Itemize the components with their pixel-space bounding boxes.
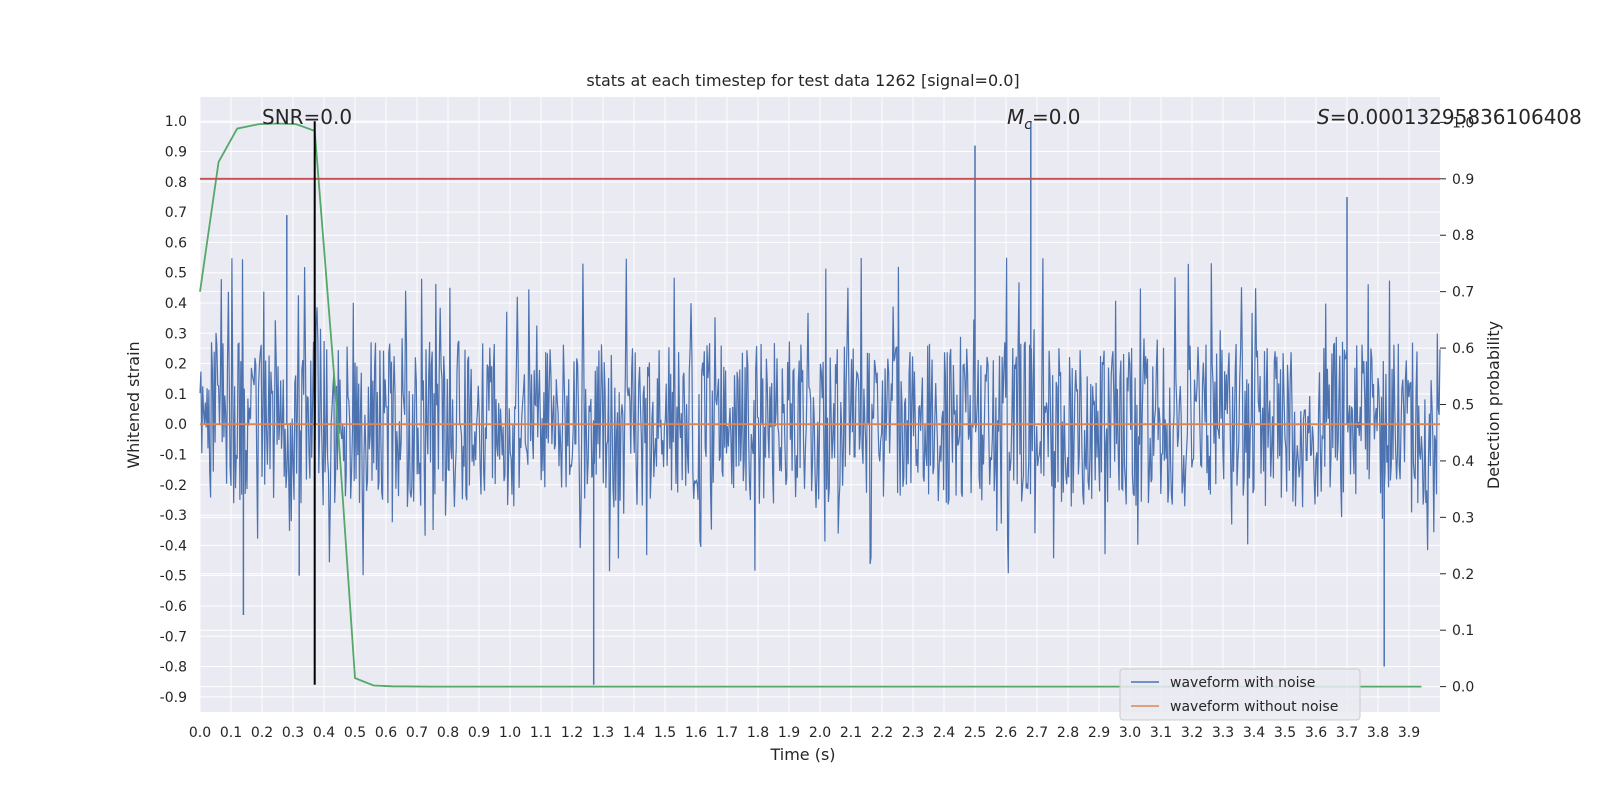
series-waveform-with-noise xyxy=(199,257,1441,576)
x-tick-label: 2.3 xyxy=(902,725,924,741)
x-tick-label: 0.9 xyxy=(468,725,490,741)
y2-tick-label: 0.8 xyxy=(1452,228,1474,244)
y-tick-label: -0.3 xyxy=(160,508,187,524)
y2-tick-label: 0.1 xyxy=(1452,623,1474,639)
x-axis-label: Time (s) xyxy=(769,745,835,764)
x-tick-label: 1.9 xyxy=(778,725,800,741)
x-tick-label: 1.2 xyxy=(561,725,583,741)
x-tick-label: 3.7 xyxy=(1336,725,1358,741)
y2-tick-label: 0.5 xyxy=(1452,398,1474,414)
x-tick-label: 3.0 xyxy=(1119,725,1141,741)
y-tick-label: 1.0 xyxy=(165,114,187,130)
y-tick-label: 0.8 xyxy=(165,175,187,191)
y-tick-label: -0.6 xyxy=(160,599,187,615)
x-tick-label: 2.8 xyxy=(1057,725,1079,741)
x-tick-label: 2.0 xyxy=(809,725,831,741)
y-tick-label: 0.9 xyxy=(165,145,187,161)
y-tick-label: -0.5 xyxy=(160,569,187,585)
legend-frame xyxy=(1119,668,1361,721)
x-tick-label: 3.3 xyxy=(1212,725,1234,741)
ticks: 0.0 0.1 0.2 0.3 0.4 0.5 0.6 0.7 0.8 0.9 1.0 1.1 1.2 1… xyxy=(160,114,1475,741)
y-tick-label: 0.5 xyxy=(165,266,187,282)
x-tick-label: 0.4 xyxy=(313,725,335,741)
y2-tick-label: 1.0 xyxy=(1452,115,1474,131)
x-tick-label: 2.9 xyxy=(1088,725,1110,741)
x-tick-label: 1.1 xyxy=(530,725,552,741)
x-tick-label: 2.7 xyxy=(1026,725,1048,741)
y2-tick-label: 0.0 xyxy=(1452,680,1474,696)
x-tick-label: 0.0 xyxy=(189,725,211,741)
y-tick-label: 0.1 xyxy=(165,387,187,403)
series-layer xyxy=(199,121,1441,688)
x-tick-label: 3.8 xyxy=(1367,725,1389,741)
x-tick-label: 0.1 xyxy=(220,725,242,741)
legend: waveform with noise waveform without noi… xyxy=(1119,668,1361,721)
s-annotation: S=0.00013295836106408 xyxy=(1317,105,1582,129)
x-tick-label: 0.3 xyxy=(282,725,304,741)
y-tick-label: 0.3 xyxy=(165,326,187,342)
x-tick-label: 0.5 xyxy=(344,725,366,741)
y-tick-label: -0.4 xyxy=(160,538,187,554)
x-tick-label: 1.4 xyxy=(623,725,645,741)
x-tick-label: 1.3 xyxy=(592,725,614,741)
x-tick-label: 2.2 xyxy=(871,725,893,741)
y-tick-label: -0.8 xyxy=(160,660,187,676)
y2-tick-label: 0.7 xyxy=(1452,285,1474,301)
y2-tick-label: 0.4 xyxy=(1452,454,1474,470)
chart-title: stats at each timestep for test data 126… xyxy=(586,71,1019,90)
x-tick-label: 1.8 xyxy=(747,725,769,741)
y-tick-label: 0.6 xyxy=(165,235,187,251)
mc-symbol: M xyxy=(1007,105,1024,129)
x-tick-label: 0.2 xyxy=(251,725,273,741)
mc-value: =0.0 xyxy=(1032,105,1081,129)
x-tick-label: 2.5 xyxy=(964,725,986,741)
y2-tick-label: 0.3 xyxy=(1452,510,1474,526)
x-tick-label: 0.7 xyxy=(406,725,428,741)
legend-label-noise: waveform with noise xyxy=(1170,675,1315,691)
y-tick-label: 0.2 xyxy=(165,357,187,373)
mc-subscript: c xyxy=(1024,117,1032,133)
y-tick-label: 0.4 xyxy=(165,296,187,312)
x-tick-label: 3.5 xyxy=(1274,725,1296,741)
x-tick-label: 2.6 xyxy=(995,725,1017,741)
x-tick-label: 3.4 xyxy=(1243,725,1265,741)
y2-tick-label: 0.9 xyxy=(1452,172,1474,188)
y-tick-label: -0.1 xyxy=(160,447,187,463)
x-tick-label: 3.6 xyxy=(1305,725,1327,741)
snr-annotation: SNR=0.0 xyxy=(262,105,352,129)
y-tick-label: -0.7 xyxy=(160,629,187,645)
s-value: =0.00013295836106408 xyxy=(1330,105,1582,129)
x-tick-label: 3.2 xyxy=(1181,725,1203,741)
y-tick-label: -0.2 xyxy=(160,478,187,494)
s-symbol: S xyxy=(1317,105,1330,129)
x-tick-label: 1.6 xyxy=(685,725,707,741)
x-tick-label: 1.5 xyxy=(654,725,676,741)
y-tick-label: -0.9 xyxy=(160,690,187,706)
x-tick-label: 0.6 xyxy=(375,725,397,741)
x-tick-label: 2.1 xyxy=(840,725,862,741)
y-tick-label: 0.7 xyxy=(165,205,187,221)
x-tick-label: 1.7 xyxy=(716,725,738,741)
x-tick-label: 2.4 xyxy=(933,725,955,741)
legend-label-clean: waveform without noise xyxy=(1170,699,1338,715)
x-tick-label: 3.9 xyxy=(1398,725,1420,741)
y-axis-label: Whitened strain xyxy=(124,341,143,468)
x-tick-label: 3.1 xyxy=(1150,725,1172,741)
x-tick-label: 1.0 xyxy=(499,725,521,741)
y2-tick-label: 0.2 xyxy=(1452,567,1474,583)
y2-tick-label: 0.6 xyxy=(1452,341,1474,357)
y-tick-label: 0.0 xyxy=(165,417,187,433)
y2-axis-label: Detection probability xyxy=(1484,321,1503,489)
x-tick-label: 0.8 xyxy=(437,725,459,741)
mc-annotation: Mc=0.0 xyxy=(1007,105,1081,133)
series-detection-probability xyxy=(199,122,1422,688)
